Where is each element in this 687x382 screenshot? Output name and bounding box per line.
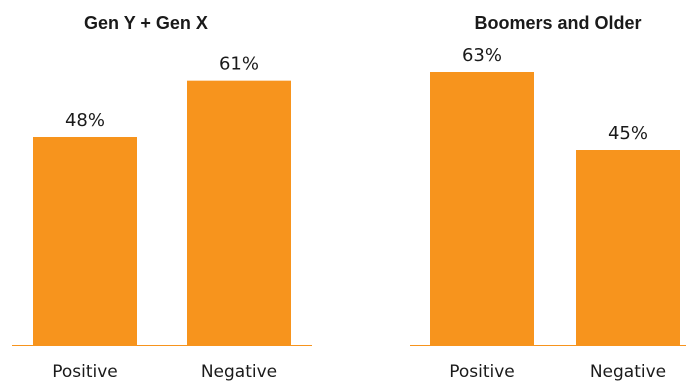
- data-label: 48%: [65, 110, 105, 131]
- data-label: 63%: [462, 45, 502, 66]
- bar-positive: [33, 137, 137, 345]
- chart-title: Gen Y + Gen X: [84, 13, 208, 33]
- x-tick-label: Positive: [449, 362, 515, 382]
- data-label: 45%: [608, 123, 648, 144]
- x-tick-label: Negative: [590, 362, 666, 382]
- chart-title: Boomers and Older: [474, 13, 641, 33]
- bar-positive: [430, 72, 534, 345]
- x-tick-label: Positive: [52, 362, 118, 382]
- bar-negative: [576, 150, 680, 345]
- data-label: 61%: [219, 54, 259, 75]
- x-tick-label: Negative: [201, 362, 277, 382]
- bar-negative: [187, 80, 291, 346]
